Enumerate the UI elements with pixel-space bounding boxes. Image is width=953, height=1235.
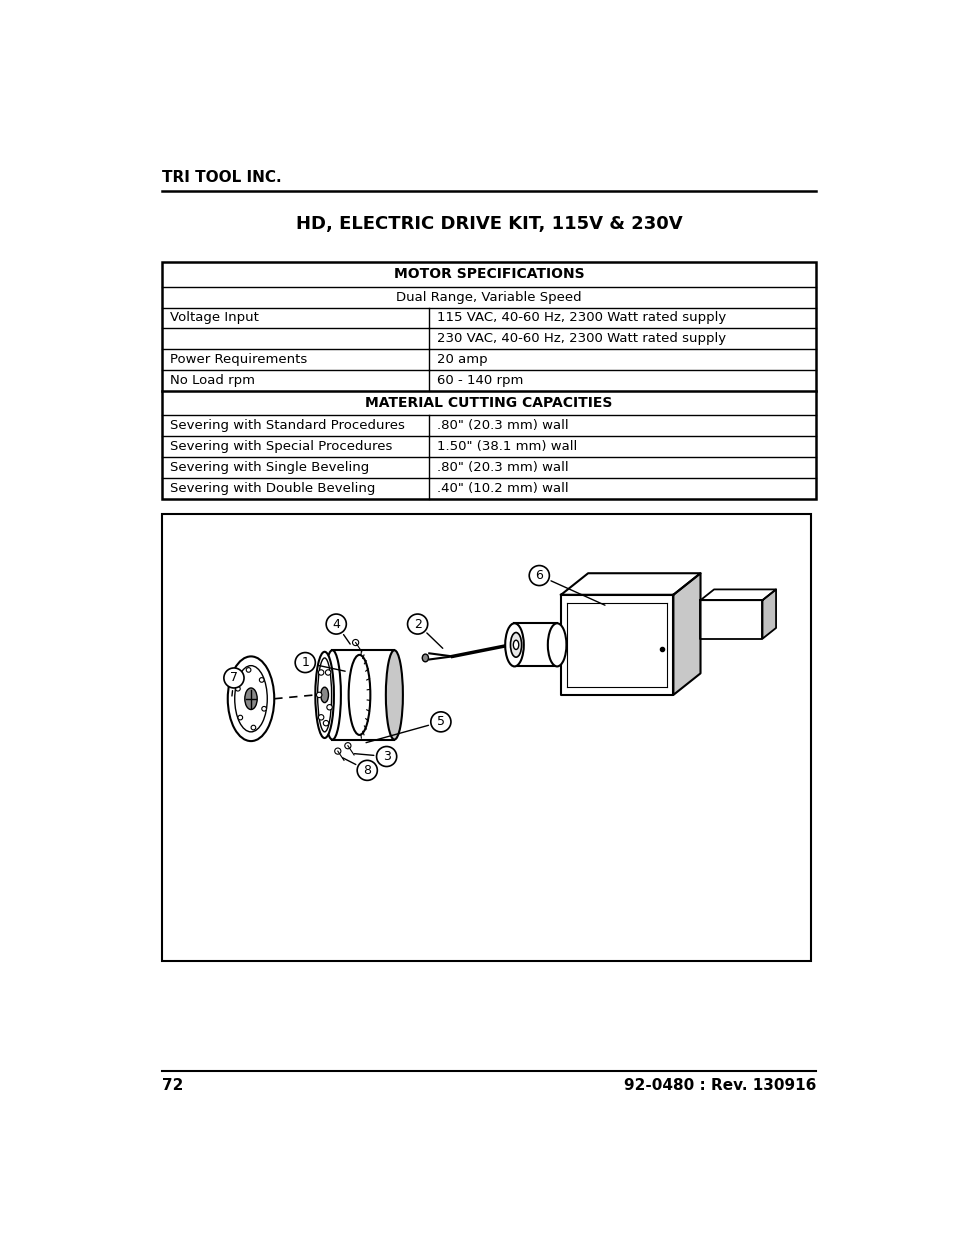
Circle shape [224,668,244,688]
Circle shape [259,678,264,682]
Circle shape [246,668,251,672]
Circle shape [326,614,346,634]
Ellipse shape [245,688,257,710]
Circle shape [237,715,242,720]
Text: 5: 5 [436,715,444,729]
Polygon shape [560,573,700,595]
Ellipse shape [422,655,428,662]
Circle shape [318,669,323,676]
Text: .40" (10.2 mm) wall: .40" (10.2 mm) wall [436,482,568,495]
Ellipse shape [513,640,518,650]
Text: TRI TOOL INC.: TRI TOOL INC. [162,170,281,185]
Ellipse shape [510,632,521,657]
Text: 8: 8 [363,764,371,777]
Ellipse shape [315,652,334,739]
Text: Severing with Special Procedures: Severing with Special Procedures [170,440,392,453]
Ellipse shape [234,666,267,732]
Text: Power Requirements: Power Requirements [170,353,307,366]
Circle shape [353,640,358,646]
Text: Voltage Input: Voltage Input [170,311,258,325]
Ellipse shape [385,651,402,740]
Text: 1.50" (38.1 mm) wall: 1.50" (38.1 mm) wall [436,440,577,453]
Ellipse shape [323,651,340,740]
Text: 72: 72 [162,1078,183,1093]
Text: 92-0480 : Rev. 130916: 92-0480 : Rev. 130916 [623,1078,815,1093]
Circle shape [529,566,549,585]
Text: 60 - 140 rpm: 60 - 140 rpm [436,374,523,387]
Polygon shape [673,573,700,695]
Circle shape [356,761,377,781]
Circle shape [316,692,321,698]
Text: 4: 4 [332,618,340,631]
Bar [162,262,815,499]
Circle shape [327,705,332,710]
Circle shape [251,725,255,730]
Ellipse shape [320,687,328,703]
Text: Severing with Standard Procedures: Severing with Standard Procedures [170,420,404,432]
Circle shape [325,669,331,676]
Bar [162,514,810,961]
Text: HD, ELECTRIC DRIVE KIT, 115V & 230V: HD, ELECTRIC DRIVE KIT, 115V & 230V [295,215,681,232]
Ellipse shape [317,658,332,732]
Text: Dual Range, Variable Speed: Dual Range, Variable Speed [395,290,581,304]
Text: No Load rpm: No Load rpm [170,374,254,387]
Ellipse shape [228,656,274,741]
Circle shape [376,746,396,767]
Text: 2: 2 [414,618,421,631]
Circle shape [294,652,315,673]
Circle shape [323,720,329,726]
Circle shape [335,748,340,755]
Text: MATERIAL CUTTING CAPACITIES: MATERIAL CUTTING CAPACITIES [365,396,612,410]
Text: 20 amp: 20 amp [436,353,487,366]
Polygon shape [700,589,775,600]
Text: 115 VAC, 40-60 Hz, 2300 Watt rated supply: 115 VAC, 40-60 Hz, 2300 Watt rated suppl… [436,311,725,325]
Polygon shape [560,595,673,695]
Circle shape [344,742,351,748]
Circle shape [407,614,427,634]
Text: 230 VAC, 40-60 Hz, 2300 Watt rated supply: 230 VAC, 40-60 Hz, 2300 Watt rated suppl… [436,332,725,346]
Text: .80" (20.3 mm) wall: .80" (20.3 mm) wall [436,420,568,432]
Polygon shape [761,589,775,638]
Ellipse shape [547,624,566,667]
Text: 1: 1 [301,656,309,669]
Circle shape [431,711,451,732]
Text: 7: 7 [230,672,237,684]
Text: Severing with Double Beveling: Severing with Double Beveling [170,482,375,495]
Circle shape [235,687,240,692]
Text: .80" (20.3 mm) wall: .80" (20.3 mm) wall [436,461,568,474]
Ellipse shape [505,624,523,667]
Text: MOTOR SPECIFICATIONS: MOTOR SPECIFICATIONS [394,268,583,282]
Text: 3: 3 [382,750,390,763]
Circle shape [261,706,266,711]
Text: Severing with Single Beveling: Severing with Single Beveling [170,461,369,474]
Circle shape [318,715,323,720]
Polygon shape [700,600,761,638]
Text: 6: 6 [535,569,542,582]
